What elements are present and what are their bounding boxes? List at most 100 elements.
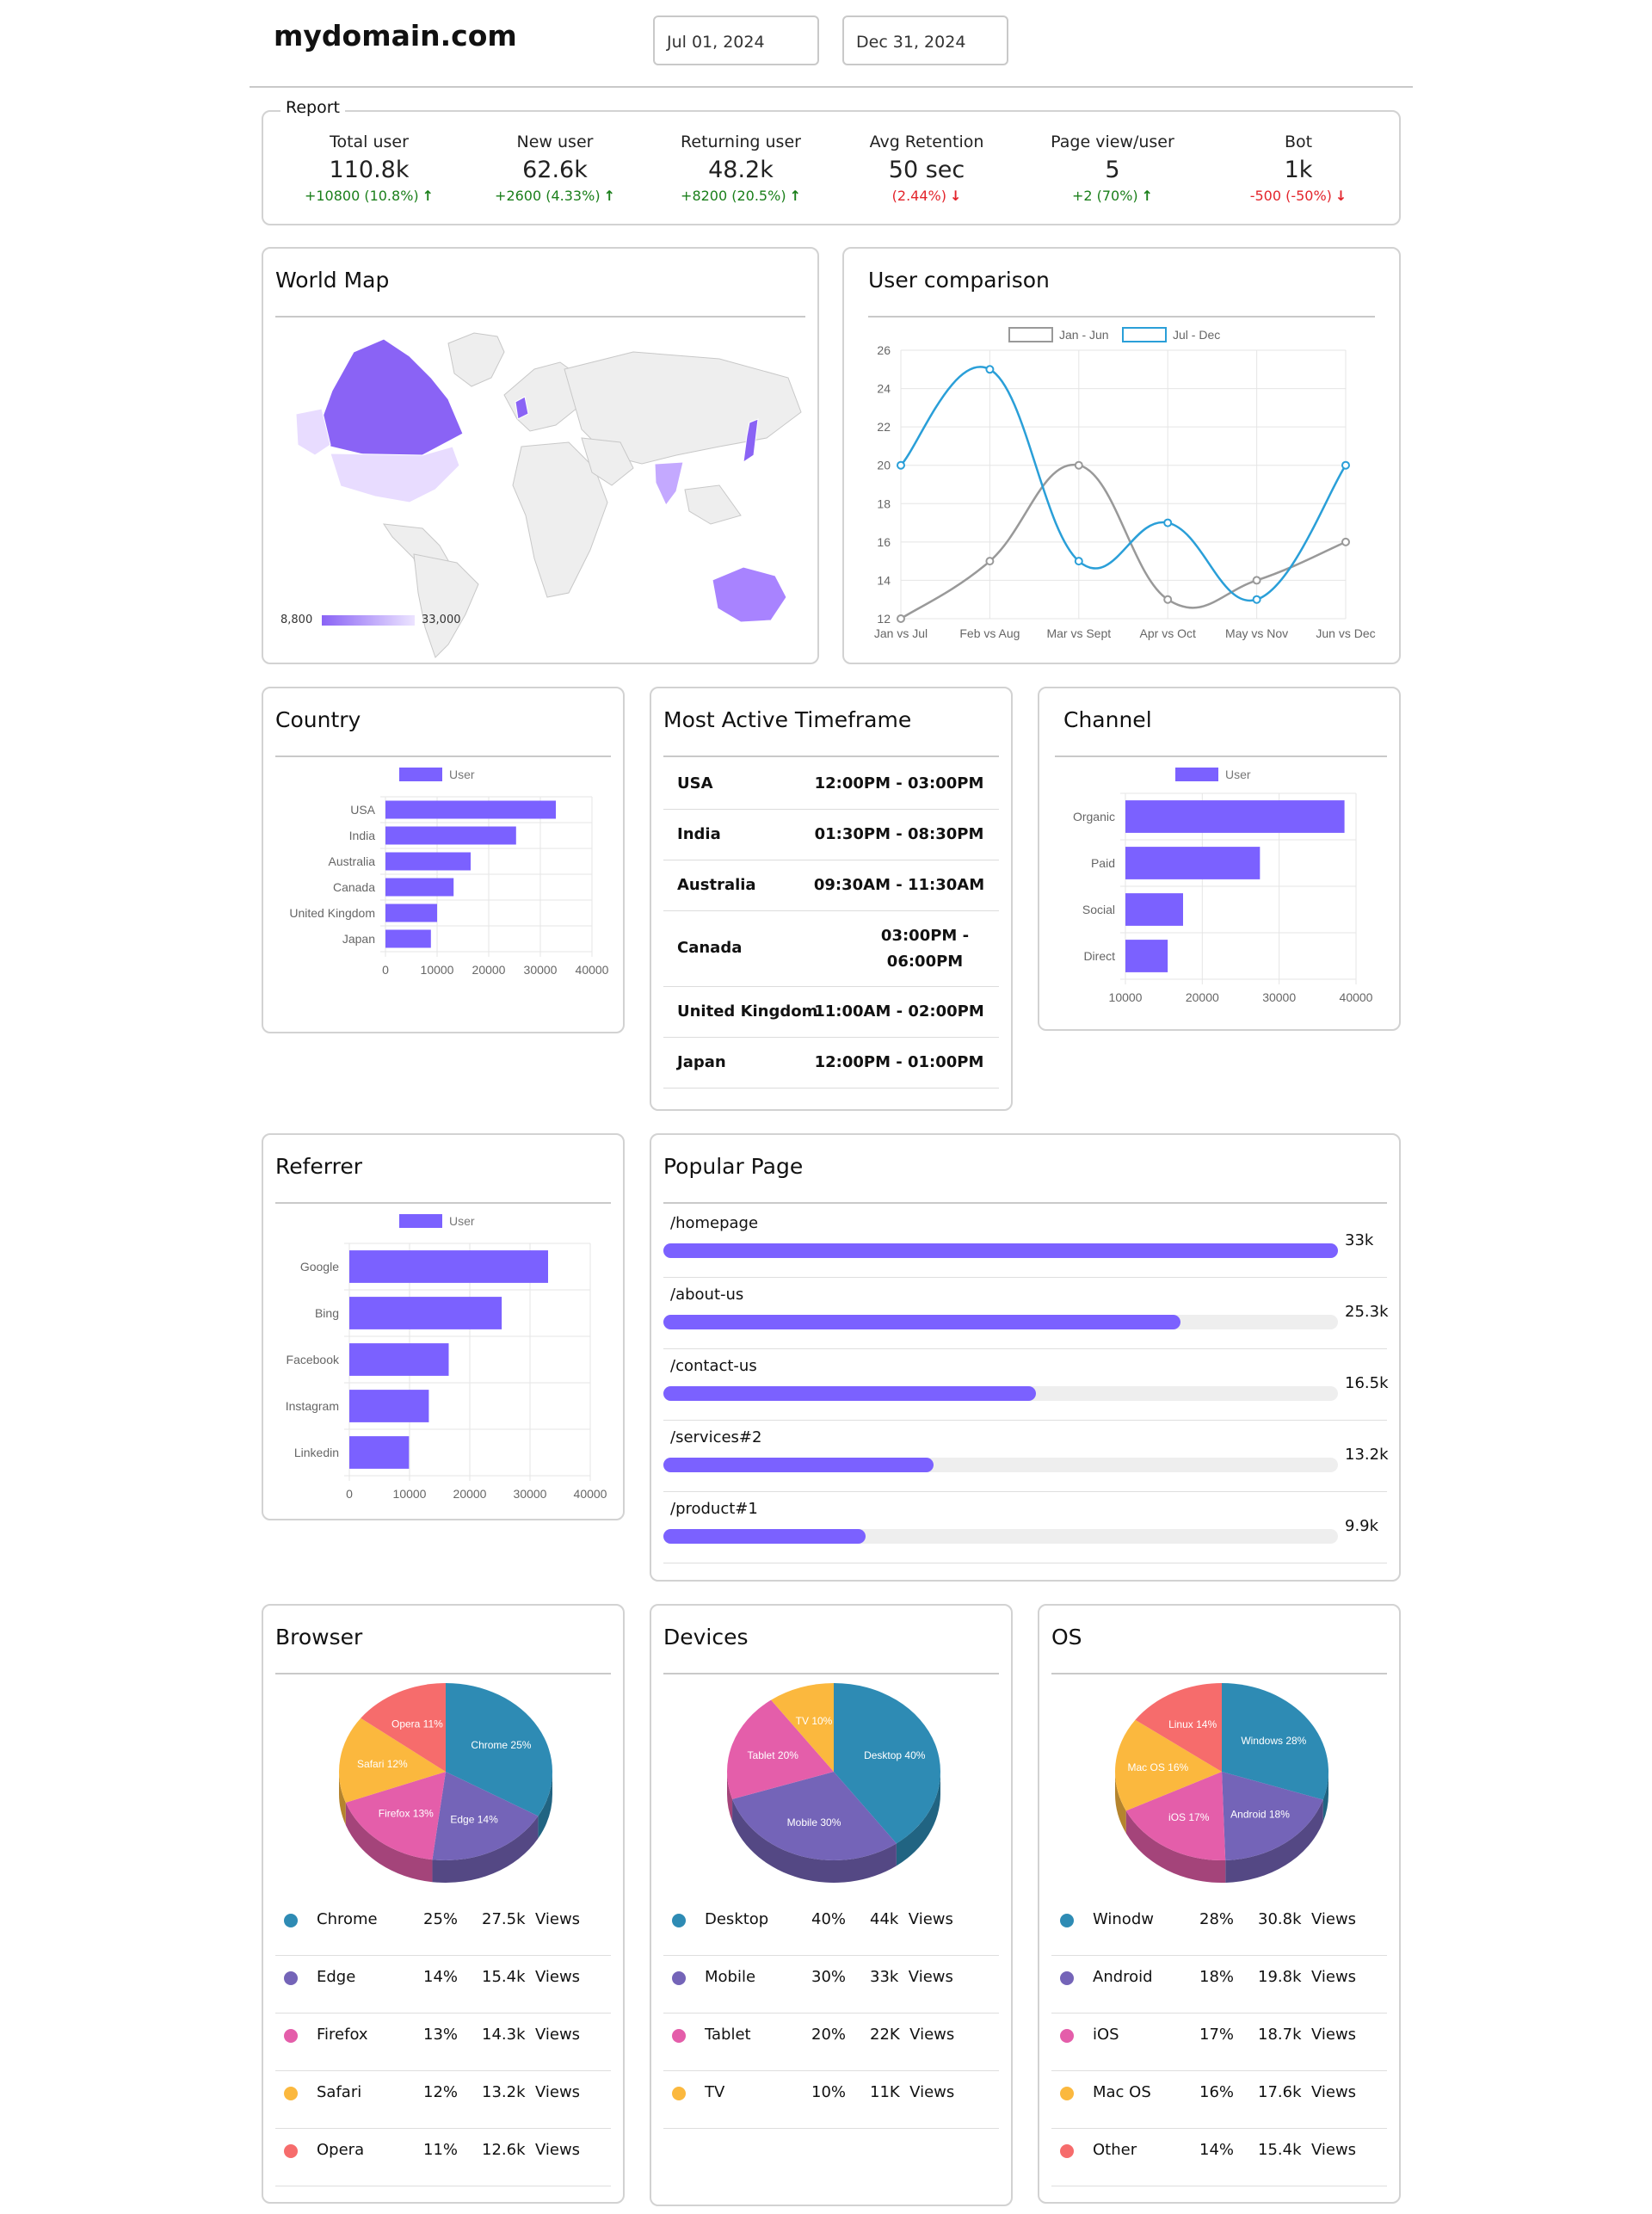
data-point[interactable] xyxy=(897,460,905,470)
referrer-title: Referrer xyxy=(275,1154,363,1179)
pie-slice-mac-os[interactable] xyxy=(1115,1719,1222,1811)
pie-slice-opera[interactable] xyxy=(361,1683,446,1772)
bar-india[interactable] xyxy=(385,826,516,845)
legend-views: 15.4k Views xyxy=(482,1968,581,1986)
pie-slice-label: iOS 17% xyxy=(1168,1811,1210,1823)
pie-slice-windows[interactable] xyxy=(1222,1683,1328,1800)
legend-dot xyxy=(284,2029,298,2043)
popular-page-name[interactable]: /contact-us xyxy=(670,1357,757,1375)
legend-dot xyxy=(1060,1971,1074,1985)
y-tick-label: Social xyxy=(1082,903,1115,916)
bar-organic[interactable] xyxy=(1125,800,1345,833)
data-point[interactable] xyxy=(985,365,995,374)
bar-canada[interactable] xyxy=(385,878,454,897)
bar-united-kingdom[interactable] xyxy=(385,903,437,922)
legend-dot xyxy=(284,1914,298,1927)
pie-slice-tv[interactable] xyxy=(771,1683,834,1772)
pie-side-android xyxy=(1225,1799,1323,1883)
data-point[interactable] xyxy=(1163,518,1173,527)
stat-change: -500 (-50%) ↓ xyxy=(1208,188,1389,204)
legend-percent: 11% xyxy=(423,2141,459,2159)
country-divider xyxy=(275,755,611,757)
data-point[interactable] xyxy=(1074,460,1083,470)
data-point[interactable] xyxy=(985,557,995,566)
stat-change-text: +2 (70%) xyxy=(1071,188,1138,204)
x-tick-label: 30000 xyxy=(524,963,558,977)
y-tick-label: Instagram xyxy=(286,1399,339,1413)
end-date-field[interactable]: Dec 31, 2024 xyxy=(842,15,1008,65)
devices-title: Devices xyxy=(663,1625,749,1650)
data-point[interactable] xyxy=(897,614,905,623)
legend-views: 18.7k Views xyxy=(1258,2026,1357,2044)
legend-views: 12.6k Views xyxy=(482,2141,581,2159)
world-map-graphic[interactable] xyxy=(272,318,812,662)
data-point[interactable] xyxy=(1341,537,1350,546)
bar-google[interactable] xyxy=(349,1250,548,1283)
bar-bing[interactable] xyxy=(349,1297,502,1329)
pie-slice-mobile[interactable] xyxy=(732,1772,897,1860)
bar-social[interactable] xyxy=(1125,893,1183,926)
pie-slice-android[interactable] xyxy=(1222,1772,1323,1860)
map-legend-min: 8,800 xyxy=(280,614,313,626)
series-line-jul-dec xyxy=(900,366,1347,602)
devices-pie-chart[interactable]: Desktop 40% Mobile 30% Tablet 20% TV 10% xyxy=(651,1681,1011,1888)
pie-slice-linux[interactable] xyxy=(1135,1683,1222,1772)
pie-slice-ios[interactable] xyxy=(1125,1772,1226,1860)
bar-japan[interactable] xyxy=(385,929,431,948)
x-tick-label: Jun vs Dec xyxy=(1316,626,1375,640)
data-point[interactable] xyxy=(1341,460,1350,470)
pie-slice-firefox[interactable] xyxy=(345,1772,446,1860)
legend-dot xyxy=(1060,2087,1074,2100)
y-tick-label: Facebook xyxy=(287,1353,340,1366)
timeframe-card: Most Active Timeframe USA 12:00PM - 03:00… xyxy=(650,687,1013,1111)
data-point[interactable] xyxy=(1163,595,1173,604)
legend-name: Mac OS xyxy=(1093,2083,1151,2101)
bar-linkedin[interactable] xyxy=(349,1436,410,1469)
country-card: Country User 0 10000 20000 30000 40000 USA Indi… xyxy=(262,687,625,1033)
pie-slice-chrome[interactable] xyxy=(446,1683,552,1816)
y-tick-label: Japan xyxy=(342,932,375,946)
data-point[interactable] xyxy=(1252,576,1261,585)
legend-swatch xyxy=(399,1214,442,1228)
bar-australia[interactable] xyxy=(385,852,471,871)
os-pie-chart[interactable]: Windows 28% Android 18% iOS 17% Mac OS 16% L… xyxy=(1039,1681,1399,1888)
legend-dot xyxy=(284,2087,298,2100)
popular-page-name[interactable]: /product#1 xyxy=(670,1500,758,1518)
bar-instagram[interactable] xyxy=(349,1390,429,1422)
popular-page-name[interactable]: /about-us xyxy=(670,1286,744,1304)
data-point[interactable] xyxy=(1252,595,1261,604)
channel-chart[interactable]: User 10000 20000 30000 40000 Organic Paid Socia… xyxy=(1039,757,1399,1029)
timeframe-country: India xyxy=(677,824,721,843)
bar-facebook[interactable] xyxy=(349,1343,449,1376)
bar-usa[interactable] xyxy=(385,800,556,819)
legend-swatch xyxy=(1122,327,1167,342)
legend-percent: 18% xyxy=(1199,1968,1235,1986)
x-tick-label: 10000 xyxy=(421,963,454,977)
bar-paid[interactable] xyxy=(1125,847,1261,879)
popular-page-name[interactable]: /homepage xyxy=(670,1214,759,1232)
legend-label: Jan - Jun xyxy=(1059,328,1109,342)
pie-side-desktop xyxy=(896,1772,940,1866)
report-card: Report Total user 110.8k +10800 (10.8%) ↑ Ne… xyxy=(262,98,1401,225)
start-date-field[interactable]: Jul 01, 2024 xyxy=(653,15,819,65)
x-tick-label: Mar vs Sept xyxy=(1046,626,1111,640)
referrer-chart[interactable]: User 0 10000 20000 30000 40000 Google Bing Faceb… xyxy=(263,1204,623,1519)
legend-row: iOS 17% 18.7k Views xyxy=(1051,2014,1387,2071)
arrow-up-icon: ↑ xyxy=(1141,188,1154,204)
user-comparison-chart[interactable]: 12 14 16 18 20 22 24 26 Jan vs Jul Feb vs Aug Mar … xyxy=(844,318,1399,662)
y-tick-label: Direct xyxy=(1083,949,1115,963)
south-america-shape xyxy=(413,553,479,658)
arrow-down-icon: ↓ xyxy=(949,188,962,204)
bar-direct[interactable] xyxy=(1125,940,1168,972)
pie-slice-tablet[interactable] xyxy=(727,1699,834,1799)
pie-slice-desktop[interactable] xyxy=(834,1683,940,1844)
browser-pie-chart[interactable]: Chrome 25% Edge 14% Firefox 13% Safari 12% O… xyxy=(263,1681,623,1888)
pie-slice-edge[interactable] xyxy=(432,1772,539,1860)
popular-page-name[interactable]: /services#2 xyxy=(670,1428,762,1446)
legend-percent: 13% xyxy=(423,2026,459,2044)
data-point[interactable] xyxy=(1074,557,1083,566)
legend-views: 13.2k Views xyxy=(482,2083,581,2101)
legend-percent: 25% xyxy=(423,1910,459,1928)
country-chart[interactable]: User 0 10000 20000 30000 40000 USA India Austral… xyxy=(263,757,623,1031)
pie-slice-safari[interactable] xyxy=(339,1718,446,1803)
